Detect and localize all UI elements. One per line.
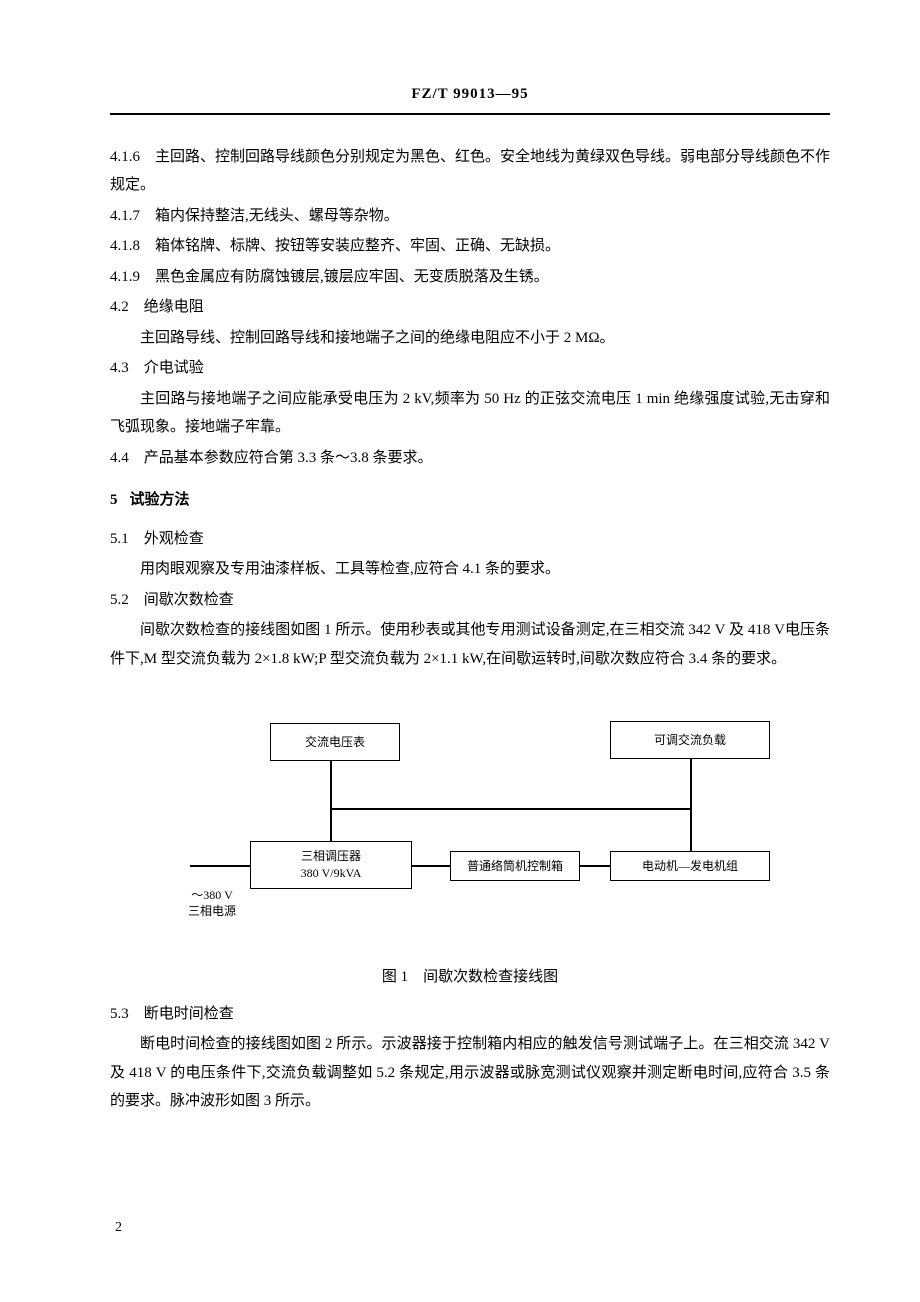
diagram-node-controller: 普通络筒机控制箱: [450, 851, 580, 881]
clause-4-2-body: 主回路导线、控制回路导线和接地端子之间的绝缘电阻应不小于 2 MΩ。: [110, 324, 830, 353]
document-standard-header: FZ/T 99013—95: [110, 80, 830, 115]
diagram-source-label: ～380 V三相电源: [188, 888, 236, 919]
clause-4-1-9: 4.1.9 黑色金属应有防腐蚀镀层,镀层应牢固、无变质脱落及生锈。: [110, 263, 830, 292]
diagram-node-voltmeter: 交流电压表: [270, 723, 400, 761]
page-number: 2: [115, 1215, 122, 1242]
section-5-heading: 5 试验方法: [110, 486, 830, 515]
diagram-edge-0: [330, 761, 332, 841]
clause-4-1-6: 4.1.6 主回路、控制回路导线颜色分别规定为黑色、红色。安全地线为黄绿双色导线…: [110, 143, 830, 200]
diagram-edge-5: [580, 865, 610, 867]
clause-4-1-8: 4.1.8 箱体铭牌、标牌、按钮等安装应整齐、牢固、正确、无缺损。: [110, 232, 830, 261]
diagram-edge-2: [690, 759, 692, 851]
section-5-number: 5: [110, 492, 118, 508]
diagram-edge-1: [330, 808, 690, 810]
diagram-node-motor: 电动机—发电机组: [610, 851, 770, 881]
clause-4-4: 4.4 产品基本参数应符合第 3.3 条～3.8 条要求。: [110, 444, 830, 473]
diagram-edge-4: [412, 865, 450, 867]
clause-5-1-heading: 5.1 外观检查: [110, 525, 830, 554]
figure-1-caption: 图 1 间歇次数检查接线图: [110, 963, 830, 992]
clause-4-1-7: 4.1.7 箱内保持整洁,无线头、螺母等杂物。: [110, 202, 830, 231]
diagram-node-load: 可调交流负载: [610, 721, 770, 759]
figure-1-diagram: 交流电压表 可调交流负载三相调压器380 V/9kVA 普通络筒机控制箱电动机—发电…: [110, 703, 830, 943]
clause-4-3-body: 主回路与接地端子之间应能承受电压为 2 kV,频率为 50 Hz 的正弦交流电压…: [110, 385, 830, 442]
diagram-edge-3: [190, 865, 250, 867]
clause-5-1-body: 用肉眼观察及专用油漆样板、工具等检查,应符合 4.1 条的要求。: [110, 555, 830, 584]
section-5-title: 试验方法: [130, 492, 190, 508]
diagram-node-regulator: 三相调压器380 V/9kVA: [250, 841, 412, 889]
clause-5-2-heading: 5.2 间歇次数检查: [110, 586, 830, 615]
clause-5-3-body: 断电时间检查的接线图如图 2 所示。示波器接于控制箱内相应的触发信号测试端子上。…: [110, 1030, 830, 1116]
clause-4-2-heading: 4.2 绝缘电阻: [110, 293, 830, 322]
clause-5-2-body: 间歇次数检查的接线图如图 1 所示。使用秒表或其他专用测试设备测定,在三相交流 …: [110, 616, 830, 673]
clause-5-3-heading: 5.3 断电时间检查: [110, 1000, 830, 1029]
clause-4-3-heading: 4.3 介电试验: [110, 354, 830, 383]
